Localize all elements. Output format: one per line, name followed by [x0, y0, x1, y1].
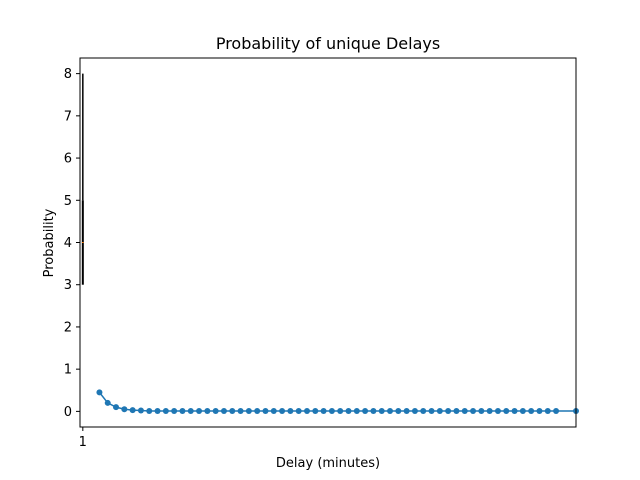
data-point: [303, 407, 310, 414]
data-point: [411, 407, 418, 414]
data-point: [370, 407, 377, 414]
data-point: [536, 407, 543, 414]
data-point: [320, 407, 327, 414]
data-point: [486, 407, 493, 414]
data-point: [420, 407, 427, 414]
data-point: [353, 407, 360, 414]
data-point: [337, 407, 344, 414]
y-tick-label: 1: [64, 363, 72, 378]
data-point: [162, 407, 169, 414]
data-point: [295, 407, 302, 414]
data-point: [229, 407, 236, 414]
data-point: [154, 407, 161, 414]
data-point: [212, 407, 219, 414]
data-point: [453, 407, 460, 414]
data-point: [196, 407, 203, 414]
y-tick-label: 2: [64, 320, 72, 335]
data-point: [137, 407, 144, 414]
data-point: [312, 407, 319, 414]
data-point: [519, 407, 526, 414]
y-tick-label: 0: [64, 405, 72, 420]
data-point: [553, 407, 560, 414]
data-point: [544, 407, 551, 414]
data-point: [187, 407, 194, 414]
y-tick-label: 4: [64, 236, 72, 251]
data-point: [237, 407, 244, 414]
x-axis-label: Delay (minutes): [276, 456, 380, 471]
data-point: [204, 407, 211, 414]
y-tick-label: 3: [64, 278, 72, 293]
data-point: [511, 407, 518, 414]
data-point: [494, 407, 501, 414]
data-point: [345, 407, 352, 414]
data-point: [403, 407, 410, 414]
data-point: [262, 407, 269, 414]
data-point: [220, 407, 227, 414]
y-tick-label: 8: [64, 67, 72, 82]
data-point: [129, 407, 136, 414]
y-tick-label: 7: [64, 109, 72, 124]
y-tick-label: 6: [64, 152, 72, 167]
data-point: [378, 407, 385, 414]
x-tick-label: 1: [79, 435, 87, 450]
data-point: [113, 404, 120, 411]
series-line: [98, 391, 576, 412]
data-point: [279, 407, 286, 414]
data-point: [287, 407, 294, 414]
y-axis-label: Probability: [42, 208, 57, 277]
data-point: [328, 407, 335, 414]
data-point: [503, 407, 510, 414]
data-point: [478, 407, 485, 414]
data-point: [395, 407, 402, 414]
data-point: [436, 407, 443, 414]
chart-title: Probability of unique Delays: [216, 34, 440, 53]
y-tick-label: 5: [64, 194, 72, 209]
data-point: [362, 407, 369, 414]
data-point: [245, 407, 252, 414]
data-point: [96, 389, 103, 396]
data-point: [528, 407, 535, 414]
data-point: [445, 407, 452, 414]
data-point: [428, 407, 435, 414]
data-point: [254, 407, 261, 414]
data-point: [461, 407, 468, 414]
data-point: [171, 407, 178, 414]
data-point: [104, 399, 111, 406]
data-point: [179, 407, 186, 414]
data-point: [387, 407, 394, 414]
data-point: [146, 407, 153, 414]
data-point: [270, 407, 277, 414]
data-point: [121, 406, 128, 413]
data-point: [470, 407, 477, 414]
plot-frame: [79, 57, 577, 428]
